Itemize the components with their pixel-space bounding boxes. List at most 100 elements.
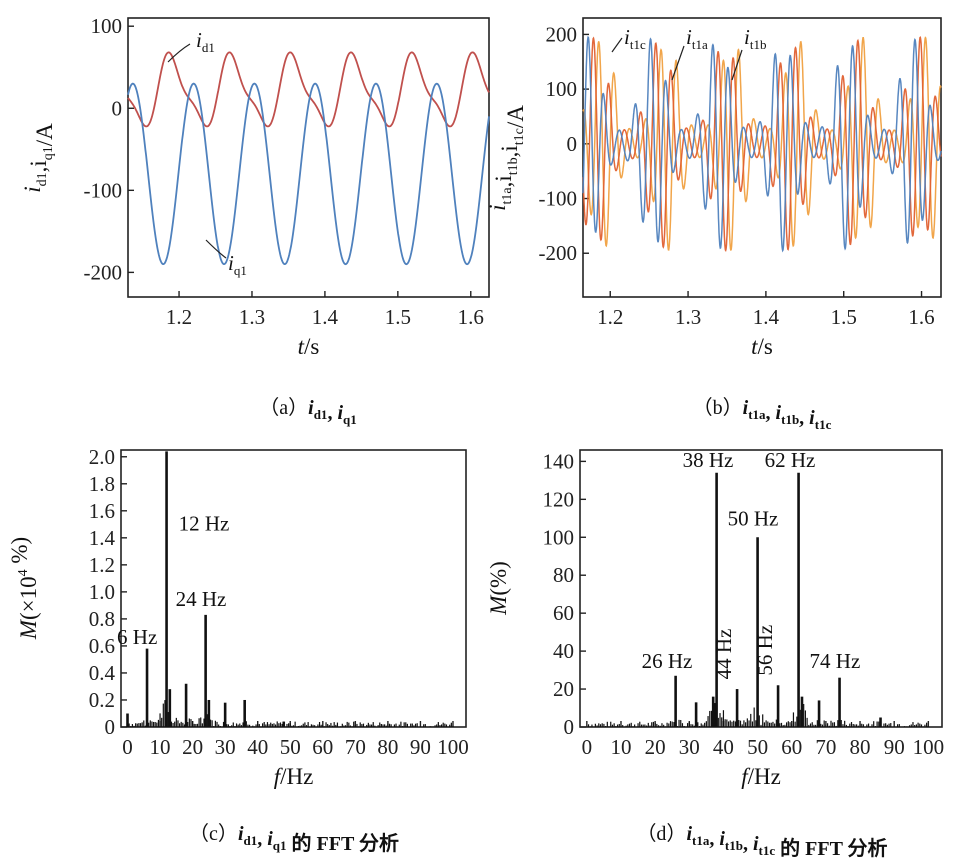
y-axis-label-a: id1,iq1/A bbox=[20, 123, 57, 193]
peak-label-26hz: 26 Hz bbox=[642, 649, 693, 673]
y-label-sub: d1 bbox=[35, 172, 50, 186]
caption-sub: t1a bbox=[692, 833, 710, 848]
y-tick-label-b: 200 bbox=[546, 22, 578, 46]
x-tick-label-b: 1.5 bbox=[831, 305, 857, 329]
caption-text: 的 FFT 分析 bbox=[775, 836, 887, 860]
x-tick-label-d: 0 bbox=[582, 735, 593, 759]
x-axis-label-var: f bbox=[741, 764, 751, 789]
x-tick-label-c: 70 bbox=[345, 735, 366, 759]
y-label-text: (%) bbox=[486, 561, 511, 595]
caption-text: , bbox=[766, 402, 776, 424]
series-line-i_q1 bbox=[127, 82, 490, 266]
caption-text: , bbox=[709, 828, 719, 850]
x-tick-label-d: 70 bbox=[815, 735, 836, 759]
x-axis-label-var: f bbox=[274, 764, 284, 789]
leader-line-i_t1a bbox=[671, 45, 685, 81]
y-label-text: (×10 bbox=[16, 576, 41, 620]
y-tick-label-d: 120 bbox=[543, 487, 575, 511]
y-tick-label-b: -100 bbox=[539, 187, 578, 211]
caption-var: i bbox=[686, 823, 692, 845]
y-label-var: M bbox=[16, 618, 41, 640]
caption-sub: t1b bbox=[781, 412, 799, 427]
peak-label-62hz: 62 Hz bbox=[765, 448, 816, 472]
leader-line-i_d1 bbox=[167, 43, 191, 63]
x-tick-label-c: 20 bbox=[182, 735, 203, 759]
series-label-i_t1b-sub: t1b bbox=[750, 37, 767, 52]
peak-label-50hz: 50 Hz bbox=[728, 507, 779, 531]
x-axis-label-unit: /Hz bbox=[280, 764, 313, 789]
caption-sub: t1c bbox=[815, 417, 832, 432]
caption-prefix: （d） bbox=[636, 822, 686, 845]
caption-var: i bbox=[743, 397, 749, 419]
y-axis-label-d: M(%) bbox=[486, 561, 511, 616]
x-axis-label-unit: /s bbox=[758, 334, 773, 359]
caption-var: i bbox=[809, 407, 815, 429]
x-tick-label-c: 90 bbox=[410, 735, 431, 759]
x-tick-label-d: 20 bbox=[645, 735, 666, 759]
series-line-i_t1c bbox=[582, 35, 942, 253]
caption-text: , bbox=[743, 833, 753, 855]
series-label-i_t1a-sub: t1a bbox=[692, 37, 708, 52]
series-label-i_t1c-sub: t1c bbox=[630, 37, 646, 52]
series-label-i_t1b-base: i bbox=[744, 25, 750, 49]
y-tick-label-b: 100 bbox=[546, 77, 578, 101]
y-label-sup: 4 bbox=[16, 569, 31, 576]
series-label-i_t1a: it1a bbox=[686, 25, 708, 52]
x-tick-label-c: 10 bbox=[150, 735, 171, 759]
caption-d: （d）it1a, it1b, it1c 的 FFT 分析 bbox=[636, 822, 887, 860]
x-tick-label-a: 1.6 bbox=[458, 305, 484, 329]
x-tick-label-b: 1.4 bbox=[753, 305, 780, 329]
y-tick-label-a: 100 bbox=[91, 14, 123, 38]
peak-label-74hz: 74 Hz bbox=[810, 649, 861, 673]
y-tick-label-c: 0.6 bbox=[89, 634, 115, 658]
y-tick-label-d: 20 bbox=[553, 677, 574, 701]
panel-b-line-chart: 1.2 1.3 1.4 1.5 1.62001000-100-200t/sit1a,it… bbox=[485, 17, 942, 359]
y-tick-label-a: -200 bbox=[84, 260, 123, 284]
series-label-i_d1-sub: d1 bbox=[202, 40, 215, 55]
series-line-i_d1 bbox=[127, 51, 490, 128]
caption-var: i bbox=[776, 402, 782, 424]
x-axis-label-var: t bbox=[751, 334, 758, 359]
caption-c: （c）id1, iq1 的 FFT 分析 bbox=[189, 822, 399, 855]
y-tick-label-c: 0.4 bbox=[89, 661, 116, 685]
series-label-i_t1b: it1b bbox=[744, 25, 767, 52]
caption-var: i bbox=[267, 828, 273, 850]
x-tick-label-d: 50 bbox=[747, 735, 768, 759]
leader-line-i_t1c bbox=[611, 37, 623, 53]
y-tick-label-a: 0 bbox=[112, 96, 123, 120]
caption-prefix: （b） bbox=[693, 396, 743, 419]
x-tick-label-d: 90 bbox=[884, 735, 905, 759]
caption-var: i bbox=[753, 833, 759, 855]
peak-label-6hz: 6 Hz bbox=[117, 625, 157, 649]
leader-line-i_t1b bbox=[731, 49, 743, 81]
x-tick-label-d: 60 bbox=[781, 735, 802, 759]
x-tick-label-c: 80 bbox=[377, 735, 398, 759]
caption-var: i bbox=[238, 823, 244, 845]
x-tick-label-d: 80 bbox=[850, 735, 871, 759]
caption-sub: t1b bbox=[725, 838, 743, 853]
y-label-sub: t1c bbox=[512, 128, 527, 145]
caption-sub: t1c bbox=[759, 843, 776, 858]
y-tick-label-d: 140 bbox=[543, 449, 575, 473]
series-label-i_q1-base: i bbox=[228, 251, 234, 275]
series-label-i_q1-sub: q1 bbox=[234, 263, 247, 278]
y-label-text: ,i bbox=[491, 175, 516, 187]
peak-label-44hz: 44 Hz bbox=[712, 629, 736, 680]
peak-label-12hz: 12 Hz bbox=[179, 511, 230, 535]
y-tick-label-d: 0 bbox=[564, 715, 575, 739]
y-tick-label-c: 1.6 bbox=[89, 499, 115, 523]
y-tick-label-d: 40 bbox=[553, 639, 574, 663]
x-tick-label-b: 1.3 bbox=[675, 305, 701, 329]
peak-label-56hz: 56 Hz bbox=[753, 625, 777, 676]
y-tick-label-c: 0.8 bbox=[89, 607, 115, 631]
captions: （a）id1, iq1（b）it1a, it1b, it1c（c）id1, iq… bbox=[189, 396, 888, 860]
series-label-i_q1: iq1 bbox=[228, 251, 247, 278]
y-label-sub: t1a bbox=[500, 187, 515, 205]
peak-label-38hz: 38 Hz bbox=[683, 448, 734, 472]
y-label-text: /A bbox=[32, 123, 57, 146]
series-label-i_t1c: it1c bbox=[624, 25, 646, 52]
x-axis-label-unit: /s bbox=[304, 334, 319, 359]
caption-sub: q1 bbox=[343, 412, 357, 427]
y-tick-label-c: 1.2 bbox=[89, 553, 115, 577]
caption-text: , bbox=[257, 828, 267, 850]
